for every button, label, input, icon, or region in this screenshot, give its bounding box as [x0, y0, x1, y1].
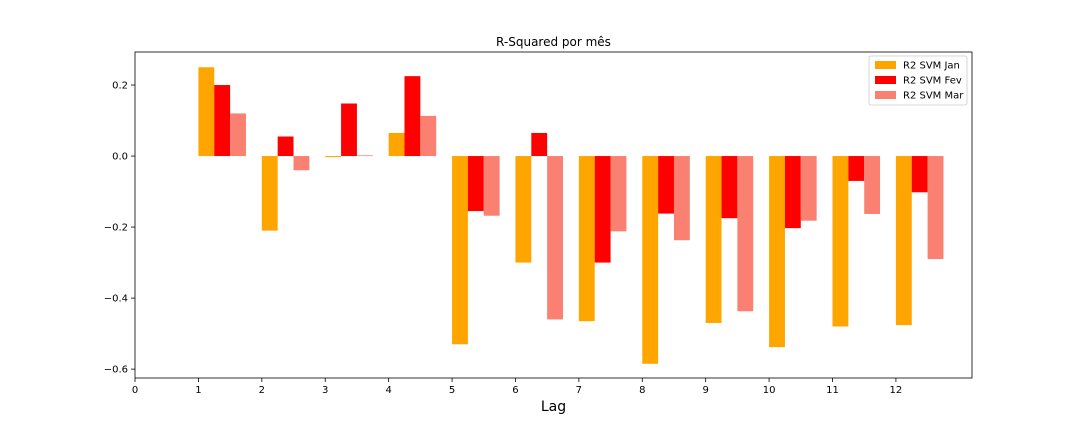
bar — [864, 156, 881, 214]
y-tick-label: 0.0 — [112, 152, 128, 163]
bar — [705, 156, 722, 323]
x-tick-label: 12 — [890, 385, 903, 396]
bar — [642, 156, 659, 364]
bar — [293, 156, 310, 171]
legend: R2 SVM Jan R2 SVM Fev R2 SVM Mar — [868, 55, 968, 106]
chart-title: R-Squared por mês — [496, 35, 611, 49]
legend-label: R2 SVM Jan — [903, 61, 960, 72]
x-tick-label: 3 — [322, 385, 328, 396]
bar — [420, 115, 437, 157]
bar — [673, 156, 690, 241]
legend-swatch — [875, 61, 896, 69]
plot-frame — [134, 51, 973, 379]
y-axis: 0.2 0.0 −0.2 −0.4 −0.6 — [104, 81, 135, 376]
bar — [594, 156, 611, 263]
bar — [578, 156, 595, 322]
bar — [277, 136, 294, 157]
y-tick-label: −0.6 — [104, 365, 128, 376]
x-tick-label: 10 — [763, 385, 776, 396]
bar — [261, 156, 278, 231]
bar — [800, 156, 817, 221]
x-tick-label: 8 — [639, 385, 645, 396]
x-tick-label: 0 — [132, 385, 138, 396]
bar — [832, 156, 849, 327]
x-tick-label: 7 — [576, 385, 582, 396]
bar — [230, 113, 246, 157]
y-tick-label: 0.2 — [112, 81, 128, 92]
bar — [531, 132, 548, 157]
x-tick-label: 9 — [702, 385, 708, 396]
bar — [769, 156, 785, 348]
bar — [610, 156, 627, 232]
x-axis-title: Lag — [541, 399, 566, 415]
bar — [214, 85, 231, 157]
x-tick-label: 5 — [449, 385, 455, 396]
bar — [658, 156, 674, 214]
bar — [911, 156, 928, 193]
legend-label: R2 SVM Fev — [903, 76, 962, 87]
x-tick-label: 11 — [826, 385, 839, 396]
bar — [515, 156, 532, 263]
bar — [467, 156, 484, 212]
bar — [388, 132, 405, 157]
bars-group — [198, 67, 944, 364]
bar — [198, 67, 215, 157]
x-tick-label: 6 — [512, 385, 518, 396]
bar — [483, 156, 500, 216]
legend-swatch — [875, 91, 896, 99]
x-tick-label: 4 — [385, 385, 391, 396]
x-tick-label: 1 — [195, 385, 201, 396]
bar — [895, 156, 912, 326]
x-axis: 0 1 2 3 4 5 6 7 8 9 10 11 12 — [132, 378, 902, 396]
y-tick-label: −0.2 — [104, 223, 128, 234]
bar — [404, 76, 421, 157]
legend-label: R2 SVM Mar — [903, 91, 964, 102]
bar — [721, 156, 738, 219]
x-tick-label: 2 — [259, 385, 265, 396]
bar — [784, 156, 801, 229]
bar — [737, 156, 754, 312]
bar — [547, 156, 564, 320]
bar — [325, 156, 342, 158]
y-tick-label: −0.4 — [104, 294, 128, 305]
bar — [341, 103, 357, 157]
bar — [848, 156, 865, 181]
bar — [927, 156, 944, 260]
bar — [452, 156, 468, 345]
bar — [356, 155, 373, 157]
legend-swatch — [875, 76, 896, 84]
